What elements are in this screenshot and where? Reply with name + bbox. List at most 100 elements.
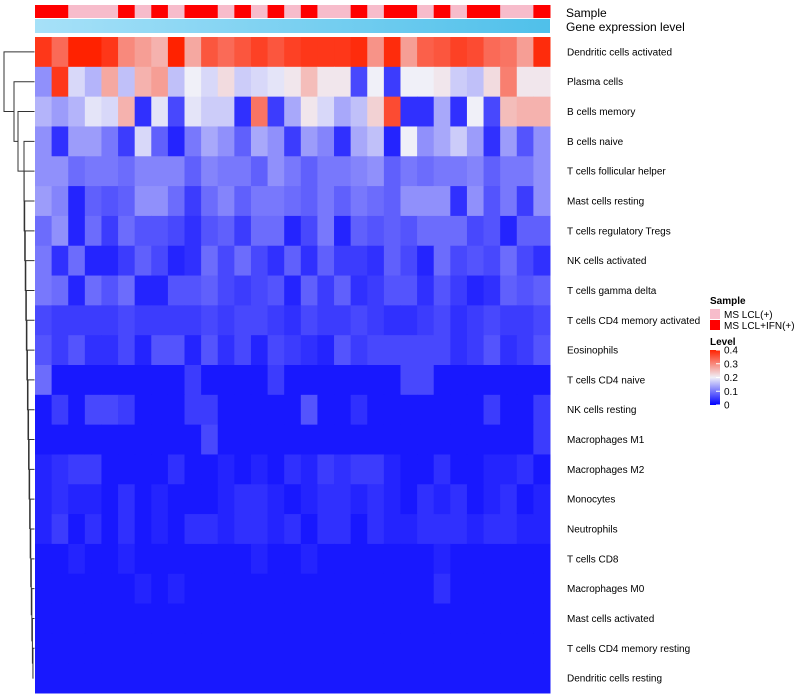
heatmap-cell <box>35 454 53 485</box>
heatmap-cell <box>500 633 518 664</box>
heatmap-cell <box>400 126 418 157</box>
heatmap-cell <box>400 633 418 664</box>
heatmap-cell <box>516 514 534 545</box>
heatmap-cell <box>483 156 501 187</box>
heatmap-cell <box>300 245 318 277</box>
heatmap-cell <box>516 305 534 336</box>
heatmap-cell <box>134 156 152 187</box>
heatmap-cell <box>118 275 136 306</box>
heatmap-cell <box>367 186 385 217</box>
heatmap-cell <box>500 275 518 306</box>
heatmap-cell <box>284 663 302 694</box>
heatmap-cell <box>300 275 318 306</box>
heatmap-cell <box>51 454 69 485</box>
heatmap-cell <box>118 365 136 396</box>
heatmap-cell <box>433 126 451 157</box>
heatmap-cell <box>284 365 302 396</box>
sample-track-label: Sample <box>566 6 607 20</box>
heatmap-cell <box>68 663 86 694</box>
heatmap-cell <box>84 186 102 217</box>
heatmap-cell <box>134 186 152 217</box>
heatmap-cell <box>250 514 269 545</box>
heatmap-cell <box>433 96 451 127</box>
heatmap-cell <box>35 484 53 515</box>
gene-expression-track-label: Gene expression level <box>566 20 685 34</box>
heatmap-cell <box>417 66 435 98</box>
heatmap-cell <box>250 424 269 455</box>
heatmap-cell <box>516 573 534 605</box>
heatmap-cell <box>118 245 136 277</box>
heatmap-cell <box>134 484 152 515</box>
heatmap-cell <box>134 663 152 694</box>
heatmap-cell <box>533 186 551 217</box>
heatmap-cell <box>134 37 152 68</box>
heatmap-cell <box>500 394 518 426</box>
heatmap-cell <box>466 156 485 187</box>
heatmap-cell <box>184 37 202 68</box>
heatmap-cell <box>217 365 235 396</box>
heatmap-cell <box>400 394 418 426</box>
heatmap-cell <box>284 126 302 157</box>
heatmap-cell <box>383 126 401 157</box>
heatmap-cell <box>300 96 318 127</box>
heatmap-cell <box>101 335 119 366</box>
level-colorbar <box>710 350 720 405</box>
heatmap-cell <box>101 305 119 336</box>
heatmap-cell <box>350 305 368 336</box>
heatmap-cell <box>450 126 468 157</box>
row-label: Macrophages M1 <box>567 435 645 446</box>
heatmap-cell <box>433 543 451 575</box>
heatmap-cell <box>284 66 302 98</box>
heatmap-cell <box>500 484 518 515</box>
heatmap-cell <box>500 543 518 575</box>
heatmap-cell <box>167 66 186 98</box>
heatmap-cell <box>84 543 102 575</box>
heatmap-cell <box>483 514 501 545</box>
heatmap-cell <box>118 514 136 545</box>
heatmap-cell <box>250 394 269 426</box>
row-label: B cells naive <box>567 137 624 148</box>
heatmap-cell <box>118 186 136 217</box>
heatmap-cell <box>151 543 169 575</box>
heatmap-cell <box>483 335 501 366</box>
heatmap-cell <box>433 484 451 515</box>
heatmap-cell <box>35 245 53 277</box>
heatmap-cell <box>134 96 152 127</box>
sample-cell <box>167 5 186 18</box>
heatmap-cell <box>500 126 518 157</box>
heatmap-cell <box>267 126 285 157</box>
heatmap-cell <box>334 484 352 515</box>
heatmap-cell <box>334 66 352 98</box>
heatmap-cell <box>118 663 136 694</box>
heatmap-cell <box>84 96 102 127</box>
heatmap-cell <box>417 335 435 366</box>
heatmap-cell <box>450 633 468 664</box>
heatmap-cell <box>68 514 86 545</box>
heatmap-cell <box>450 365 468 396</box>
heatmap-cell <box>483 66 501 98</box>
heatmap-cell <box>334 365 352 396</box>
heatmap-cell <box>433 66 451 98</box>
heatmap-cell <box>383 37 401 68</box>
legend-label-ms-lcl-ifn: MS LCL+IFN(+) <box>724 321 795 332</box>
heatmap-cell <box>201 484 219 515</box>
heatmap-cell <box>84 245 102 277</box>
heatmap-cell <box>500 514 518 545</box>
heatmap-cell <box>51 543 69 575</box>
heatmap-cell <box>450 394 468 426</box>
heatmap-cell <box>367 37 385 68</box>
sample-cell <box>267 5 285 18</box>
heatmap-cell <box>68 484 86 515</box>
heatmap-cell <box>118 37 136 68</box>
heatmap-cell <box>151 484 169 515</box>
sample-cell <box>417 5 435 18</box>
heatmap-cell <box>35 663 53 694</box>
level-tick-label: 0.2 <box>724 373 738 384</box>
level-tick-label: 0.4 <box>724 346 738 357</box>
heatmap-cell <box>118 215 136 247</box>
heatmap-cell <box>201 543 219 575</box>
heatmap-cell <box>134 126 152 157</box>
heatmap-cell <box>101 394 119 426</box>
level-tick-label: 0.1 <box>724 387 738 398</box>
heatmap-cell <box>400 484 418 515</box>
